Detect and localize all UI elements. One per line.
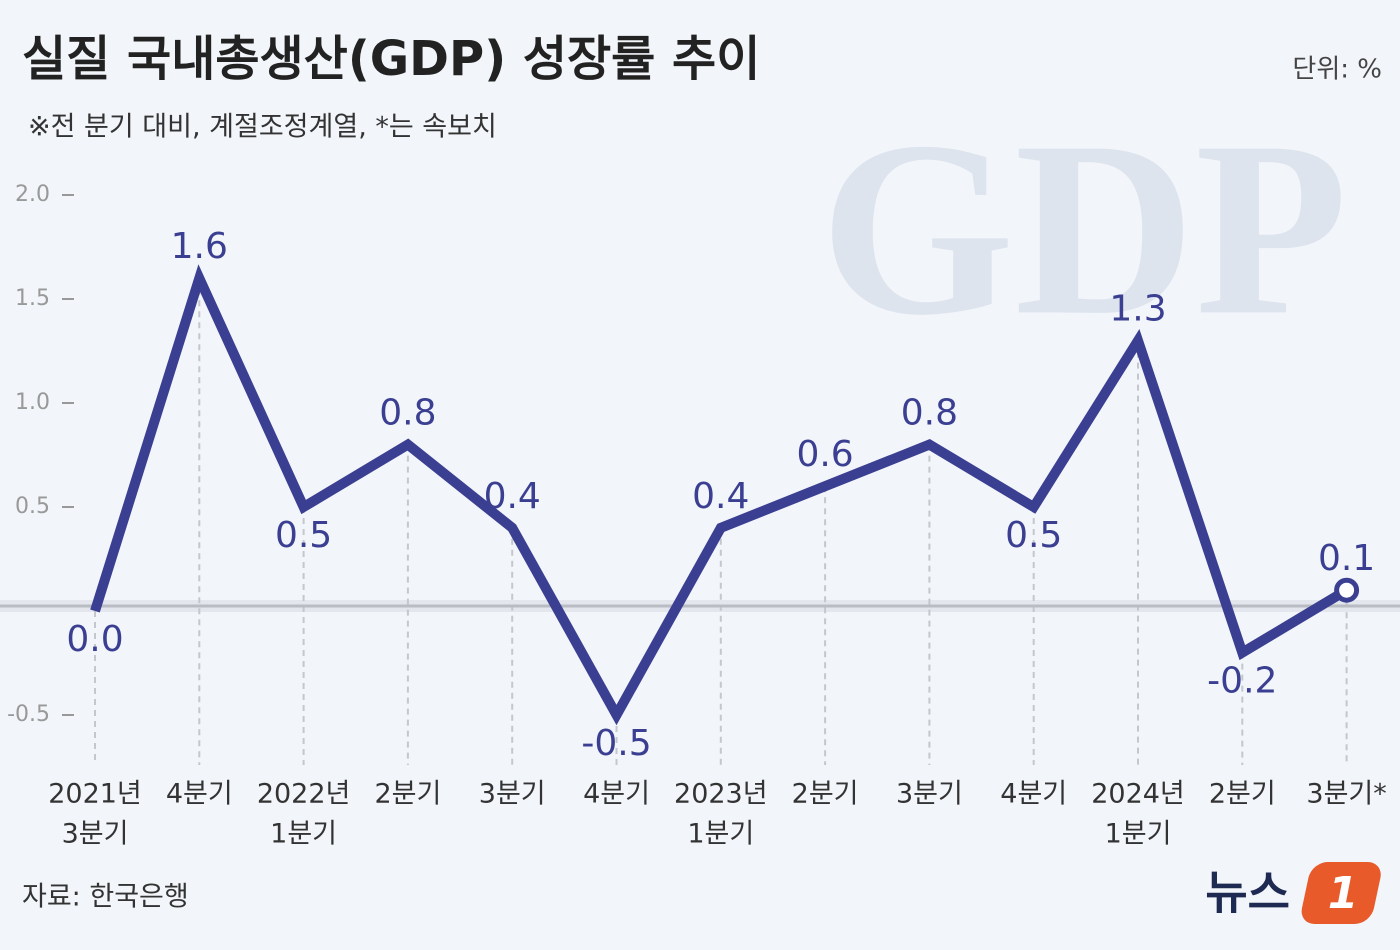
x-tick-label: 2023년 — [674, 779, 768, 810]
y-tick-label: -0.5 — [7, 702, 50, 727]
y-tick-label: 0.5 — [15, 494, 50, 519]
value-label: 0.4 — [692, 476, 749, 517]
watermark: GDP — [820, 90, 1348, 367]
x-tick-label: 1분기 — [270, 819, 337, 850]
value-label: 0.5 — [275, 515, 332, 556]
value-label: 1.6 — [171, 226, 228, 267]
x-tick-label: 2022년 — [257, 779, 351, 810]
logo-text: 뉴스 — [1205, 866, 1290, 920]
logo-badge — [1301, 862, 1381, 924]
y-tick-label: 2.0 — [15, 182, 50, 207]
x-tick-label: 1분기 — [687, 819, 754, 850]
value-label: 0.1 — [1318, 538, 1375, 579]
y-tick-label: 1.5 — [15, 286, 50, 311]
source-label: 자료: 한국은행 — [22, 882, 189, 913]
series-line — [90, 264, 1350, 726]
x-tick-label: 2분기 — [374, 779, 441, 810]
x-tick-label: 4분기 — [583, 779, 650, 810]
x-tick-label: 3분기* — [1306, 779, 1386, 810]
logo-number: 1 — [1328, 868, 1359, 919]
value-label: 0.8 — [901, 393, 958, 434]
x-tick-label: 4분기 — [1000, 779, 1067, 810]
y-tick-label: 1.0 — [15, 390, 50, 415]
chart-title: 실질 국내총생산(GDP) 성장률 추이 — [22, 31, 760, 87]
x-tick-label: 2024년 — [1091, 779, 1185, 810]
x-tick-label: 4분기 — [166, 779, 233, 810]
value-label: 0.6 — [796, 434, 853, 475]
value-label: 1.3 — [1109, 289, 1166, 330]
value-label: 0.4 — [484, 476, 541, 517]
last-point — [1334, 577, 1360, 603]
x-tick-label: 3분기 — [62, 819, 129, 850]
x-tick-label: 2분기 — [1209, 779, 1276, 810]
x-tick-label: 3분기 — [896, 779, 963, 810]
value-label: 0.0 — [66, 619, 123, 660]
value-label: -0.5 — [581, 723, 651, 764]
x-tick-label: 2분기 — [792, 779, 859, 810]
value-label: 0.5 — [1005, 515, 1062, 556]
x-tick-label: 1분기 — [1105, 819, 1172, 850]
value-label: -0.2 — [1207, 661, 1277, 702]
chart-subtitle: ※전 분기 대비, 계절조정계열, *는 속보치 — [28, 112, 497, 143]
x-tick-label: 2021년 — [48, 779, 142, 810]
unit-label: 단위: % — [1292, 55, 1382, 85]
x-tick-label: 3분기 — [479, 779, 546, 810]
value-label: 0.8 — [379, 393, 436, 434]
